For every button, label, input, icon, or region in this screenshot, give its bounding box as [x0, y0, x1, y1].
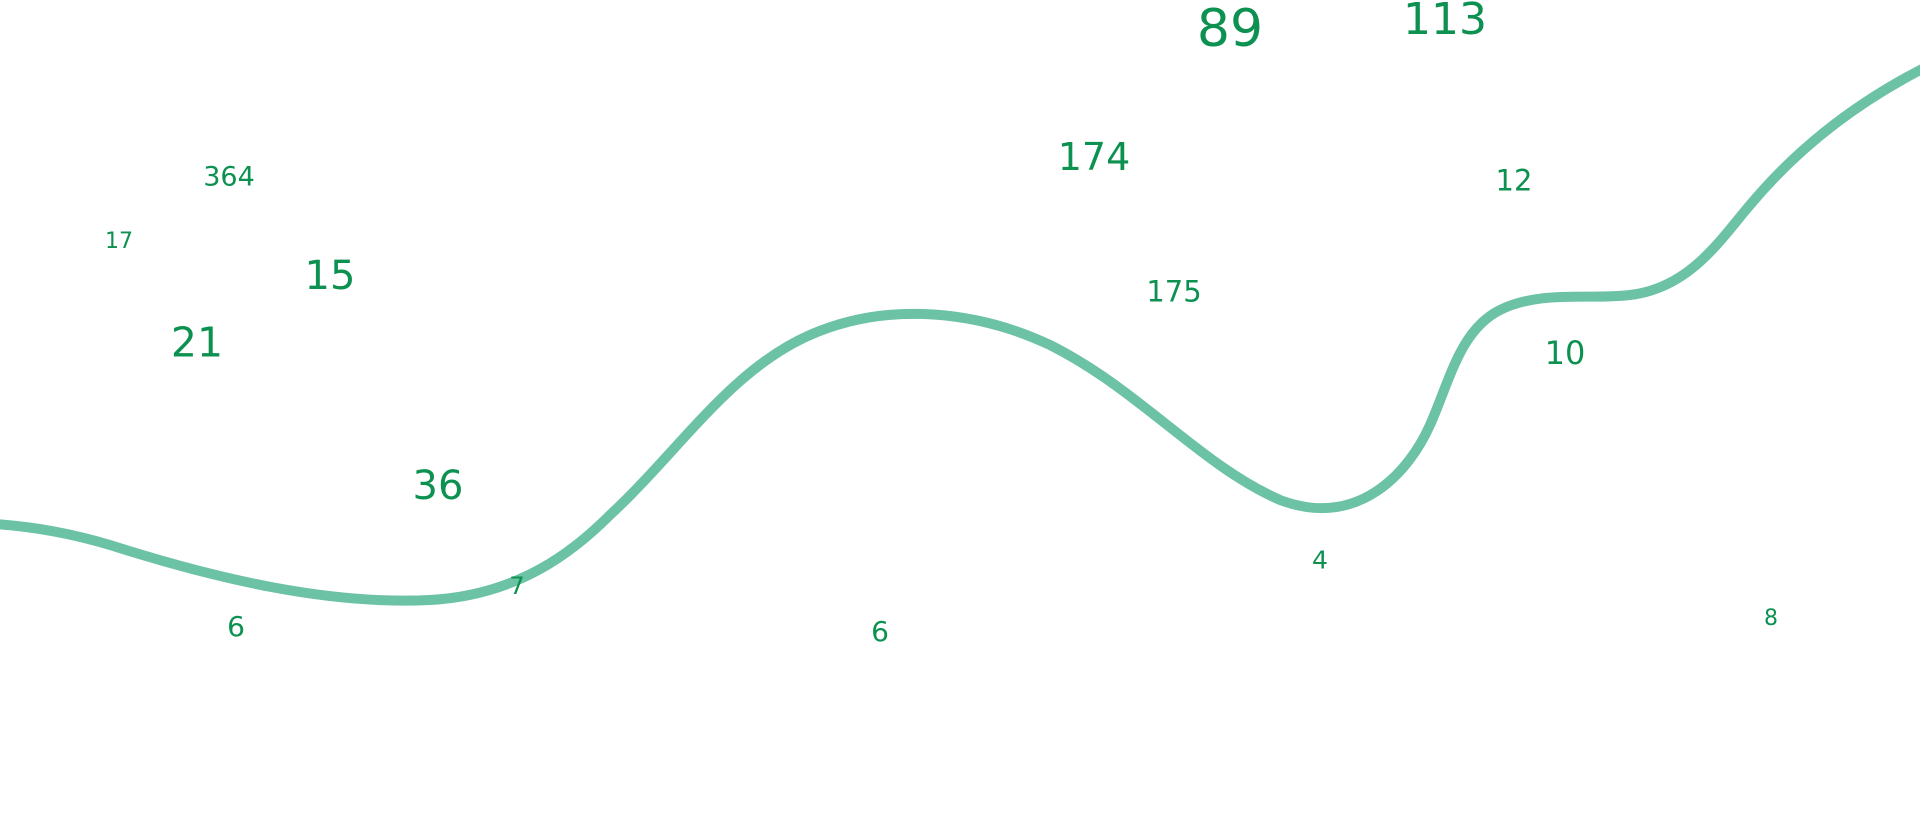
number-label: 17 — [105, 229, 133, 254]
number-label: 364 — [203, 161, 255, 193]
number-label: 6 — [871, 615, 889, 648]
number-label: 113 — [1403, 0, 1487, 45]
number-label: 89 — [1196, 0, 1264, 59]
number-label: 8 — [1764, 606, 1778, 631]
number-label: 175 — [1146, 274, 1202, 309]
number-label: 15 — [304, 253, 356, 299]
number-label: 7 — [509, 572, 525, 600]
number-label: 10 — [1544, 334, 1586, 372]
number-label: 12 — [1495, 163, 1533, 198]
number-label: 6 — [227, 610, 245, 643]
number-label: 36 — [412, 463, 464, 509]
number-label: 4 — [1312, 545, 1328, 575]
number-label: 174 — [1057, 135, 1131, 179]
curve-path — [0, 64, 1920, 606]
number-label: 21 — [170, 318, 224, 367]
